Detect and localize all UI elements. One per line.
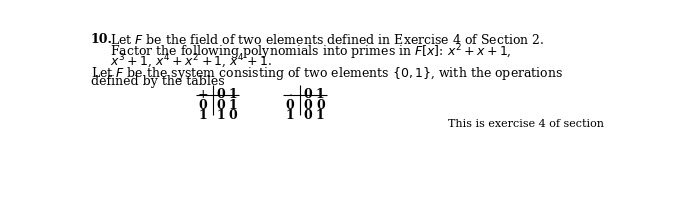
Text: 0: 0: [304, 98, 313, 111]
Text: 10.: 10.: [91, 32, 113, 45]
Text: 0: 0: [285, 98, 294, 111]
Text: 1: 1: [316, 108, 325, 121]
Text: 0: 0: [216, 88, 224, 101]
Text: $+$: $+$: [197, 88, 208, 101]
Text: $x^3 + 1$, $x^4 + x^2 + 1$, $x^4 + 1$.: $x^3 + 1$, $x^4 + x^2 + 1$, $x^4 + 1$.: [110, 52, 271, 70]
Text: 1: 1: [228, 98, 237, 111]
Text: Let $F$ be the system consisting of two elements $\{0, 1\}$, with the operations: Let $F$ be the system consisting of two …: [91, 64, 563, 82]
Text: This is exercise 4 of section: This is exercise 4 of section: [448, 118, 604, 128]
Text: 1: 1: [285, 108, 294, 121]
Text: 1: 1: [198, 108, 207, 121]
Text: $\cdot$: $\cdot$: [288, 88, 292, 101]
Text: 0: 0: [316, 98, 325, 111]
Text: 0: 0: [198, 98, 207, 111]
Text: 1: 1: [228, 88, 237, 101]
Text: 0: 0: [304, 108, 313, 121]
Text: 0: 0: [216, 98, 224, 111]
Text: 0: 0: [228, 108, 237, 121]
Text: 1: 1: [216, 108, 224, 121]
Text: defined by the tables: defined by the tables: [91, 75, 224, 88]
Text: 1: 1: [316, 88, 325, 101]
Text: 0: 0: [304, 88, 313, 101]
Text: Let $F$ be the field of two elements defined in Exercise 4 of Section 2.: Let $F$ be the field of two elements def…: [110, 32, 544, 46]
Text: Factor the following polynomials into primes in $F[x]$: $x^2 + x + 1$,: Factor the following polynomials into pr…: [110, 42, 511, 62]
